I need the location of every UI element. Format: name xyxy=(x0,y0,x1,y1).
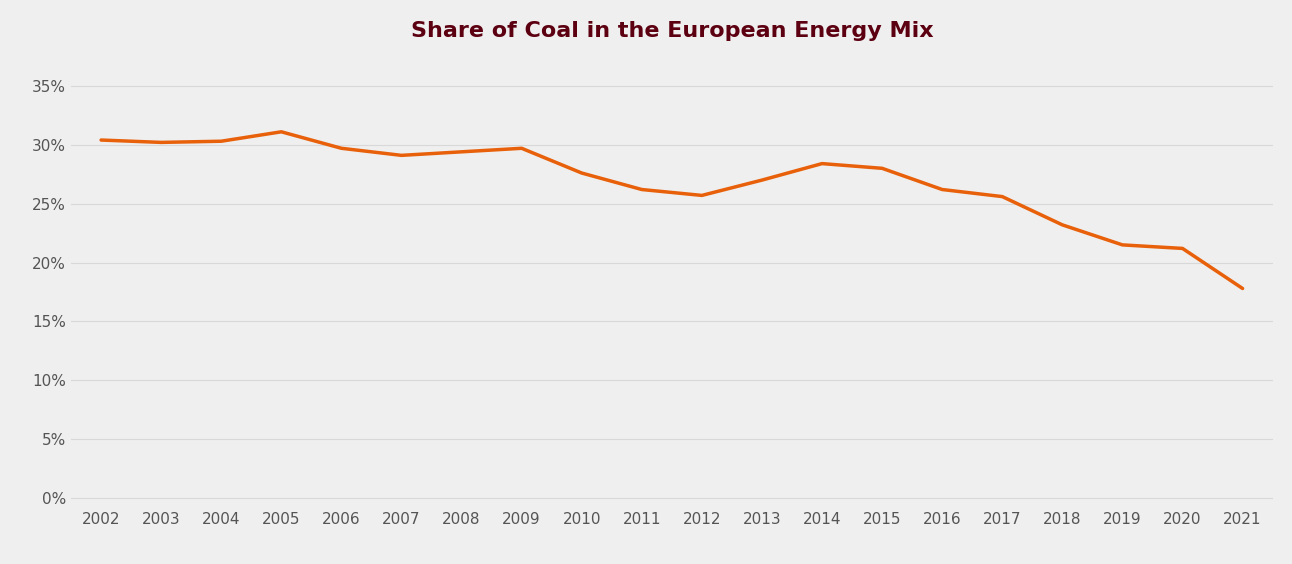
Title: Share of Coal in the European Energy Mix: Share of Coal in the European Energy Mix xyxy=(411,21,933,41)
